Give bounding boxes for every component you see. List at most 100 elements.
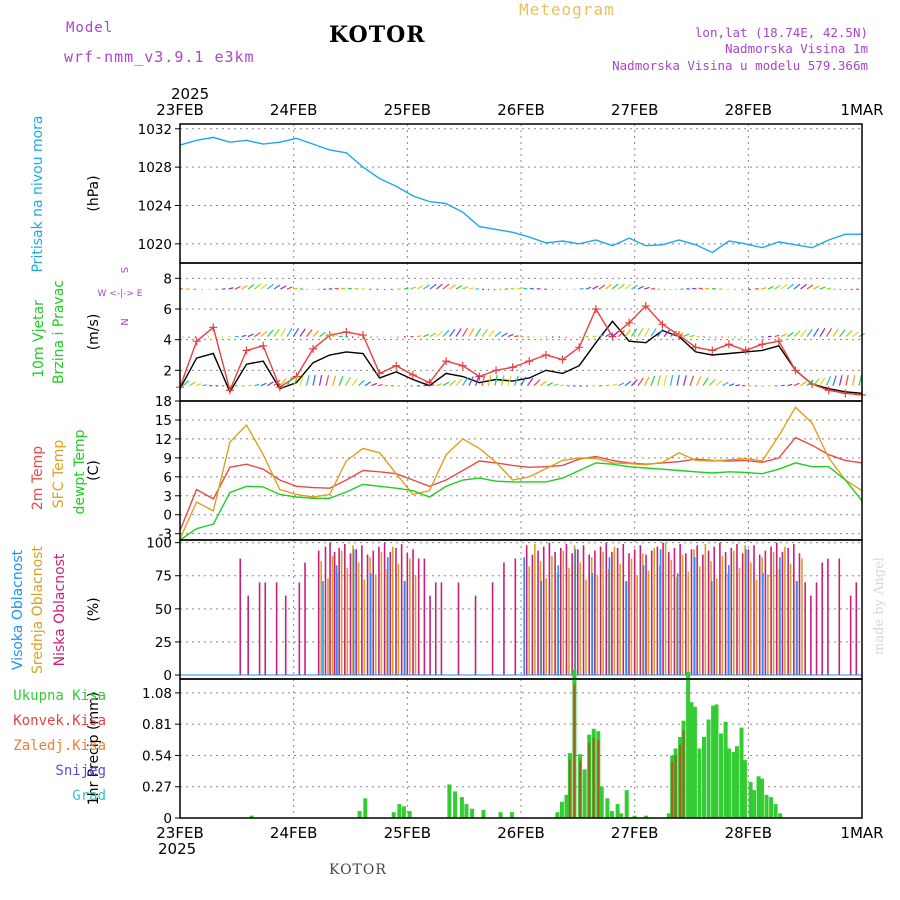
- side-label-temp-sfc: SFC Temp: [51, 440, 67, 509]
- wind-barb: [423, 284, 430, 290]
- wind-barb: [522, 287, 528, 290]
- wind-barb: [845, 330, 853, 338]
- gust-marker: [225, 386, 234, 395]
- wind-barb: [273, 328, 280, 337]
- wind-barb: [780, 333, 787, 338]
- x-tick-bottom: 25FEB: [384, 824, 431, 842]
- precip-bar-total: [689, 702, 694, 818]
- series-pritisak: [179, 136, 862, 254]
- precip-bar-total: [249, 815, 254, 818]
- gust-marker: [575, 343, 584, 352]
- gust-marker: [591, 305, 600, 313]
- gust-marker: [475, 372, 484, 381]
- y-tick-label: 1.08: [142, 686, 172, 702]
- precip-bar-total: [453, 791, 458, 818]
- wind-barb: [676, 332, 684, 338]
- precip-bar-total: [752, 790, 757, 818]
- wind-barb: [618, 283, 625, 290]
- wind-barb: [605, 283, 612, 290]
- precip-bar-total: [615, 804, 620, 818]
- wind-barb: [825, 328, 833, 337]
- wind-barb: [468, 287, 474, 290]
- y-tick-label: 2: [163, 363, 172, 379]
- wind-barb: [449, 284, 456, 290]
- y-tick-label: 75: [155, 569, 172, 585]
- wind-barb: [410, 385, 413, 387]
- side-label-temp-2m: 2m Temp: [30, 446, 46, 510]
- y-tick-label: 0: [163, 811, 172, 827]
- panel-precipitation: 0 0.27 0.54 0.81 1.08 1hr Precip (mm): [86, 669, 863, 827]
- wind-barb: [579, 336, 582, 338]
- wind-barb: [605, 384, 610, 387]
- wind-barb: [334, 287, 340, 290]
- precip-bar-total: [727, 748, 732, 818]
- gust-marker: [625, 318, 634, 327]
- precip-bar-total: [644, 815, 649, 818]
- wind-barb: [429, 283, 437, 290]
- wind-barb: [494, 331, 502, 338]
- panel-pressure: 1020 1024 1028 1032 (hPa): [86, 122, 863, 264]
- wind-barb: [383, 336, 385, 338]
- y-tick-label: 18: [155, 394, 172, 410]
- wind-barb: [299, 328, 306, 337]
- wind-barb: [254, 331, 261, 338]
- y-tick-label: -3: [159, 527, 172, 543]
- precip-bar-total: [748, 782, 753, 818]
- wind-barb: [403, 385, 407, 387]
- precip-bar-total: [692, 706, 697, 818]
- wind-barb: [722, 381, 729, 387]
- wind-barb: [513, 375, 519, 386]
- wind-barb: [241, 334, 247, 338]
- wind-barb: [819, 327, 826, 337]
- wind-barb: [705, 287, 710, 290]
- wind-barb: [474, 328, 482, 337]
- y-tick-label: 12: [155, 432, 172, 448]
- wind-barb: [774, 334, 780, 338]
- gust-marker: [408, 370, 417, 379]
- wind-barb: [657, 328, 664, 337]
- x-tick-top: 25FEB: [384, 101, 431, 119]
- wind-barb: [390, 288, 393, 291]
- wind-barb: [351, 336, 354, 338]
- gust-marker: [442, 357, 451, 366]
- wind-barb: [221, 336, 224, 338]
- wind-barb: [501, 332, 508, 338]
- wind-barb: [481, 288, 485, 291]
- wind-barb: [371, 382, 378, 387]
- wind-barb: [618, 330, 625, 338]
- wind-barb: [188, 336, 190, 338]
- precip-bar-total: [714, 704, 719, 818]
- model-label: Model: [66, 20, 114, 36]
- wind-barb: [416, 335, 422, 338]
- gust-marker: [541, 351, 550, 359]
- wind-barb: [442, 329, 450, 338]
- wind-barb: [293, 287, 298, 290]
- precip-bar-total: [778, 813, 783, 818]
- wind-barb: [545, 336, 548, 338]
- y-tick-label: 1032: [138, 122, 172, 138]
- location-coords: lon,lat (18.74E, 42.5N): [694, 25, 868, 40]
- precip-bar-conv: [568, 759, 571, 818]
- wind-barb: [317, 288, 320, 291]
- x-tick-bottom: 28FEB: [725, 824, 772, 842]
- precip-legend-2: Zaledj.Kisa: [13, 738, 106, 754]
- wind-barb: [494, 374, 498, 386]
- x-tick-top: 28FEB: [725, 101, 772, 119]
- gust-marker: [508, 363, 517, 372]
- wind-barb: [200, 336, 203, 338]
- wind-barb: [292, 328, 300, 337]
- precip-bar-total: [756, 776, 761, 818]
- wind-barb: [254, 383, 260, 387]
- wind-barb: [839, 329, 846, 337]
- wind-barb: [565, 336, 567, 338]
- precip-bar-total: [599, 786, 604, 818]
- wind-barb: [286, 286, 293, 290]
- wind-barb: [529, 287, 535, 290]
- gust-marker: [758, 340, 767, 349]
- wind-barb: [507, 334, 514, 338]
- wind-barb: [507, 375, 512, 386]
- wind-barb: [299, 375, 304, 386]
- wind-barb: [748, 288, 751, 291]
- wind-barb: [806, 379, 814, 387]
- wind-barb: [683, 333, 690, 338]
